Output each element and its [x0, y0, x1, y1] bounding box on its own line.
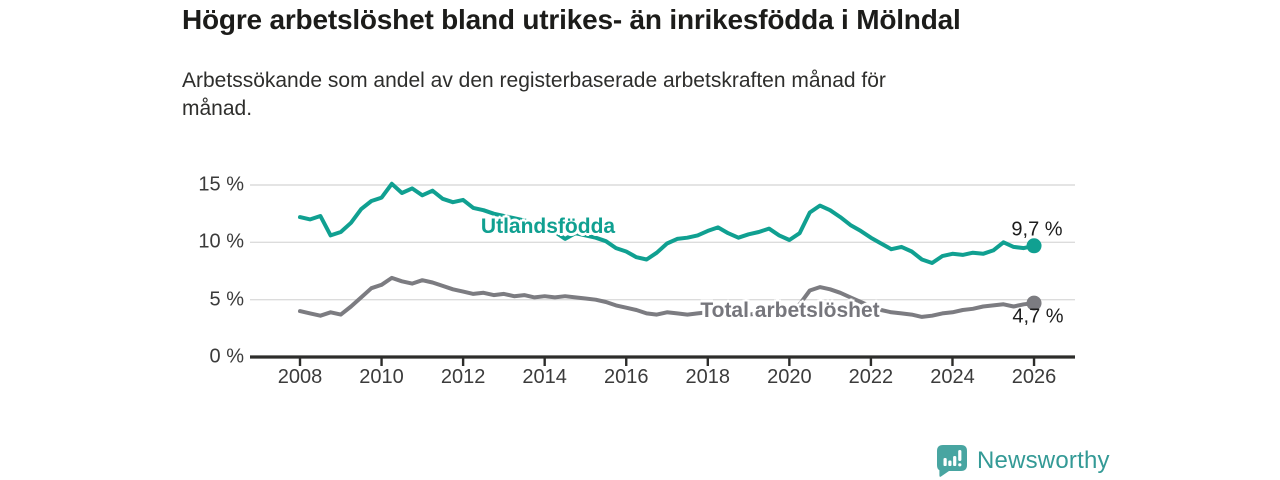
x-tick-label: 2014	[522, 366, 567, 388]
y-tick-label: 15 %	[198, 173, 244, 196]
y-tick-label: 10 %	[198, 230, 244, 253]
series-line-0	[298, 181, 1036, 265]
chart-subtitle: Arbetssökande som andel av den registerb…	[182, 67, 1042, 123]
newsworthy-chart-bubble-icon	[937, 445, 967, 477]
end-dot-0	[1026, 238, 1042, 254]
y-tick-label: 5 %	[209, 288, 244, 311]
x-tick-label: 2026	[1011, 366, 1057, 388]
x-tick-label: 2008	[277, 366, 323, 388]
x-tick-label: 2022	[848, 366, 894, 388]
x-tick-label: 2020	[767, 366, 812, 388]
x-tick-label: 2012	[440, 366, 486, 388]
end-value-utlandsfodda: 9,7 %	[1011, 218, 1063, 241]
y-tick-label: 0 %	[209, 345, 244, 368]
series-label-utlandsfodda: Utlandsfödda	[480, 215, 616, 238]
newsworthy-wordmark: Newsworthy	[977, 446, 1110, 474]
series-line-1	[298, 275, 1036, 319]
x-tick-label: 2018	[685, 366, 731, 388]
newsworthy-logo: Newsworthy	[936, 444, 1110, 477]
end-dot-1	[1026, 295, 1042, 311]
subtitle-line-2: månad.	[182, 97, 253, 120]
x-tick-label: 2024	[930, 366, 975, 388]
subtitle-line-1: Arbetssökande som andel av den registerb…	[182, 69, 886, 92]
series-label-total-arbetsloshet: Total arbetslöshet	[700, 299, 880, 322]
page-title: Högre arbetslöshet bland utrikes- än inr…	[182, 4, 961, 35]
x-tick-label: 2010	[359, 366, 404, 388]
end-value-total-arbetsloshet: 4,7 %	[1012, 305, 1064, 328]
x-tick-label: 2016	[603, 366, 649, 388]
